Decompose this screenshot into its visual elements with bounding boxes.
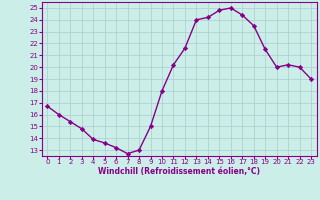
X-axis label: Windchill (Refroidissement éolien,°C): Windchill (Refroidissement éolien,°C) [98, 167, 260, 176]
